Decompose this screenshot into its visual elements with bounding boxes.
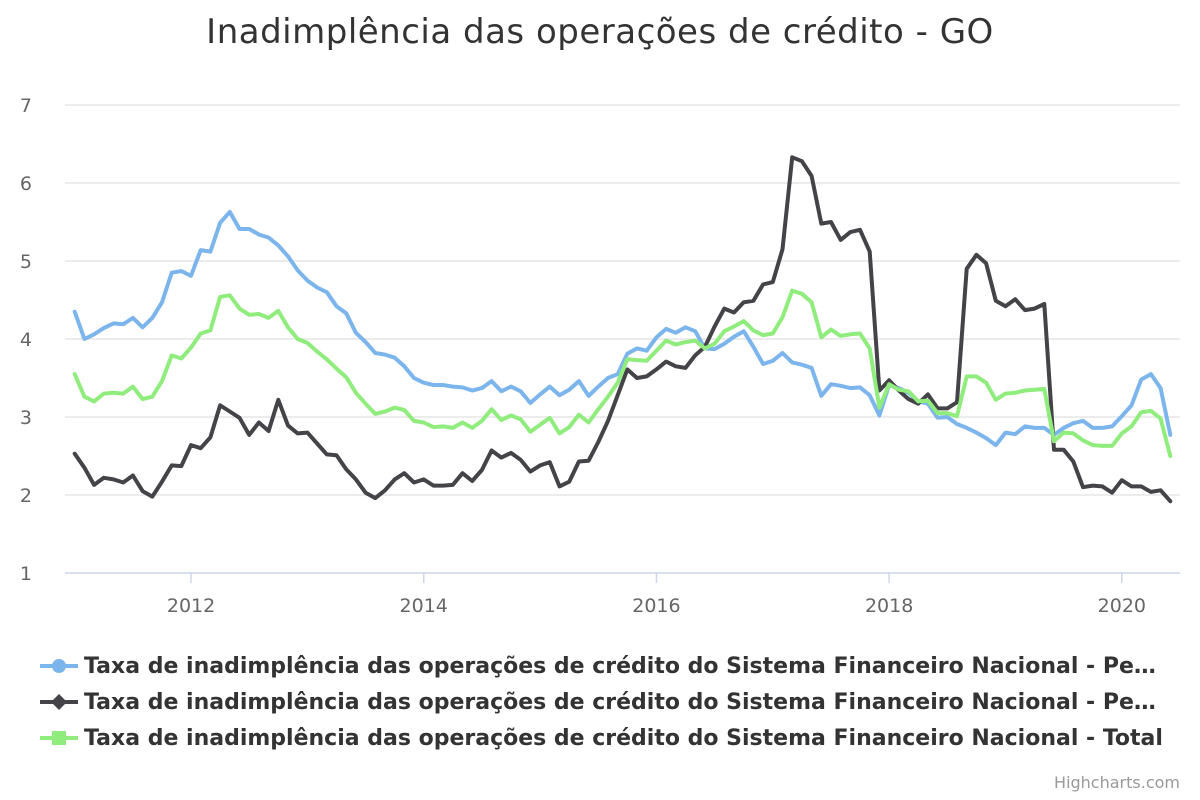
legend-label-series-3: Taxa de inadimplência das operações de c… xyxy=(84,725,1163,751)
x-tick-label: 2020 xyxy=(1098,595,1146,617)
legend-square-marker-icon xyxy=(40,731,78,745)
gridlines xyxy=(65,104,1180,496)
x-tick-label: 2014 xyxy=(400,595,448,617)
y-tick-label: 4 xyxy=(20,329,32,351)
legend-label-series-1: Taxa de inadimplência das operações de c… xyxy=(84,653,1164,679)
series-line-1[interactable] xyxy=(72,209,1173,448)
plot-area xyxy=(72,155,1173,504)
y-tick-label: 1 xyxy=(20,563,32,585)
y-tick-label: 5 xyxy=(20,251,32,273)
y-tick-label: 3 xyxy=(20,407,32,429)
x-tick-label: 2012 xyxy=(167,595,215,617)
y-axis: 1 2 3 4 5 6 7 xyxy=(20,95,32,585)
legend: Taxa de inadimplência das operações de c… xyxy=(40,648,1170,756)
series-line-3[interactable] xyxy=(72,288,1173,458)
legend-item-series-2[interactable]: Taxa de inadimplência das operações de c… xyxy=(40,684,1170,720)
y-tick-label: 7 xyxy=(20,95,32,117)
credits-link[interactable]: Highcharts.com xyxy=(1054,773,1180,792)
legend-item-series-1[interactable]: Taxa de inadimplência das operações de c… xyxy=(40,648,1170,684)
series-line-2[interactable] xyxy=(72,155,1173,504)
chart-title: Inadimplência das operações de crédito -… xyxy=(206,12,994,52)
x-axis: 2012 2014 2016 2018 2020 xyxy=(65,572,1180,617)
y-tick-label: 6 xyxy=(20,173,32,195)
y-tick-label: 2 xyxy=(20,485,32,507)
x-tick-label: 2016 xyxy=(632,595,680,617)
legend-label-series-2: Taxa de inadimplência das operações de c… xyxy=(84,689,1164,715)
x-tick-label: 2018 xyxy=(865,595,913,617)
legend-circle-marker-icon xyxy=(40,659,78,673)
legend-diamond-marker-icon xyxy=(40,694,78,710)
legend-item-series-3[interactable]: Taxa de inadimplência das operações de c… xyxy=(40,720,1170,756)
